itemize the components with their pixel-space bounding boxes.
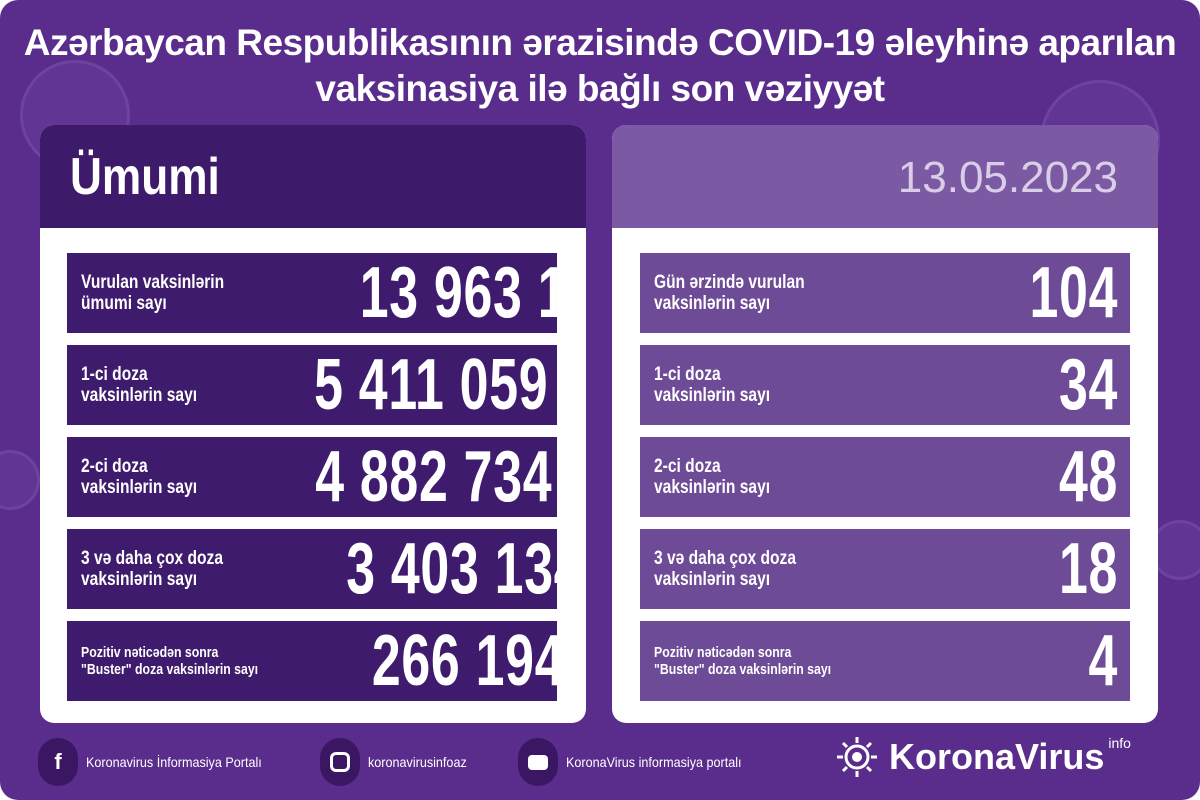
row-value: 4 882 734	[314, 437, 552, 517]
daily-row: 3 və daha çox doza vaksinlərin sayı 18	[640, 529, 1130, 609]
daily-row: 1-ci doza vaksinlərin sayı 34	[640, 345, 1130, 425]
row-label: Pozitiv nəticədən sonra "Buster" doza vak…	[81, 644, 259, 678]
total-row: Pozitiv nəticədən sonra "Buster" doza vak…	[67, 621, 564, 701]
row-value: 266 194	[371, 621, 565, 701]
daily-header: 13.05.2023	[612, 125, 1158, 228]
row-label: 1-ci doza vaksinlərin sayı	[654, 364, 771, 406]
row-label: Gün ərzində vurulan vaksinlərin sayı	[654, 272, 805, 314]
total-row: 3 və daha çox doza vaksinlərin sayı 3 403…	[67, 529, 583, 609]
title-line-2: vaksinasiya ilə bağlı son vəziyyət	[315, 68, 885, 109]
facebook-icon: f	[38, 738, 78, 786]
youtube-icon	[518, 738, 558, 786]
virus-decoration-icon	[0, 450, 40, 510]
total-heading: Ümumi	[70, 148, 220, 206]
row-value: 3 403 134	[346, 529, 584, 609]
row-value: 34	[1058, 345, 1118, 425]
brand-logo: KoronaVirus info	[835, 735, 1131, 779]
daily-row: Gün ərzində vurulan vaksinlərin sayı 104	[640, 253, 1130, 333]
facebook-link[interactable]: f Koronavirus İnformasiya Portalı	[38, 738, 281, 786]
row-label: 3 və daha çox doza vaksinlərin sayı	[81, 548, 224, 590]
row-value: 18	[1058, 529, 1118, 609]
row-value: 13 963 121	[359, 253, 586, 333]
instagram-link[interactable]: koronavirusinfoaz	[320, 738, 478, 786]
row-label: 1-ci doza vaksinlərin sayı	[81, 364, 198, 406]
daily-row: 2-ci doza vaksinlərin sayı 48	[640, 437, 1130, 517]
date: 13.05.2023	[897, 153, 1118, 202]
total-row: 1-ci doza vaksinlərin sayı 5 411 059	[67, 345, 557, 425]
instagram-icon	[320, 738, 360, 786]
total-row: 2-ci doza vaksinlərin sayı 4 882 734	[67, 437, 557, 517]
row-value: 4	[1088, 621, 1118, 701]
sun-virus-icon	[837, 737, 877, 777]
daily-card: 13.05.2023 Gün ərzində vurulan vaksinləri…	[612, 125, 1158, 723]
row-value: 48	[1058, 437, 1118, 517]
row-label: 3 və daha çox doza vaksinlərin sayı	[654, 548, 797, 590]
row-label: 2-ci doza vaksinlərin sayı	[81, 456, 198, 498]
title-line-1: Azərbaycan Respublikasının ərazisində CO…	[23, 22, 1177, 63]
total-card: Ümumi Vurulan vaksinlərin ümumi sayı 13 9…	[40, 125, 586, 723]
youtube-link[interactable]: KoronaVirus informasiya portalı	[518, 738, 761, 786]
total-header: Ümumi	[40, 125, 586, 228]
row-label: Vurulan vaksinlərin ümumi sayı	[81, 272, 225, 314]
row-label: Pozitiv nəticədən sonra "Buster" doza vak…	[654, 644, 832, 678]
daily-row: Pozitiv nəticədən sonra "Buster" doza vak…	[640, 621, 1130, 701]
row-label: 2-ci doza vaksinlərin sayı	[654, 456, 771, 498]
row-value: 104	[1029, 253, 1118, 333]
row-value: 5 411 059	[313, 345, 548, 425]
